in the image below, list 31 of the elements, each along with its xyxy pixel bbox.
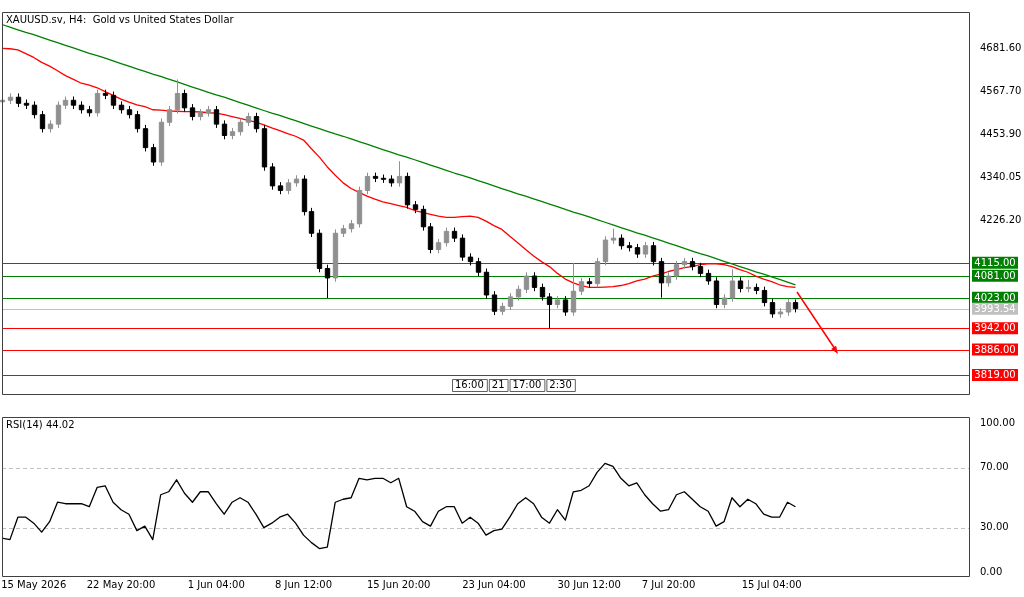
x-tick-label: 22 May 20:00 <box>86 578 156 590</box>
y-tick-label: 30.00 <box>980 521 1009 533</box>
ref-line-label: 4115.00 <box>974 256 1016 268</box>
y-tick-label: 4567.70 <box>980 84 1022 96</box>
x-tick-label: 30 Jun 12:00 <box>557 578 621 590</box>
ref-line-label: 4023.00 <box>974 291 1016 303</box>
x-tick-label: 1 Jun 04:00 <box>187 578 245 590</box>
ref-line-label: 3993.54 <box>974 302 1016 314</box>
y-tick-label: 4453.90 <box>980 127 1022 139</box>
y-tick-label: 0.00 <box>980 566 1003 578</box>
x-tick-label: 8 Jun 12:00 <box>274 578 333 590</box>
ref-line-label: 3942.00 <box>974 322 1016 334</box>
x-tick-label: 15 Jun 20:00 <box>366 578 431 590</box>
y-tick-label: 70.00 <box>980 461 1009 473</box>
y-tick-label: 100.00 <box>980 416 1015 428</box>
chart-title: RSI(14) 44.02 <box>6 418 75 430</box>
ref-line-label: 4081.00 <box>974 269 1016 281</box>
x-tick-label: 15 Jul 04:00 <box>741 578 802 590</box>
ref-line-label: 3819.00 <box>974 369 1016 381</box>
x-tick-label: 23 Jun 04:00 <box>462 578 526 590</box>
y-tick-label: 4681.60 <box>980 41 1022 53</box>
y-tick-label: 4226.20 <box>980 214 1022 226</box>
annotation: 16:00 <box>455 379 484 391</box>
annotation: 2:30 <box>549 379 572 391</box>
y-tick-label: 4340.05 <box>980 171 1022 183</box>
annotation: 21 <box>491 379 505 391</box>
chart-title: XAUUSD.sv, H4: Gold vs United States Dollar <box>6 13 235 25</box>
x-tick-label: 15 May 2026 <box>1 578 67 590</box>
x-tick-label: 7 Jul 20:00 <box>641 578 696 590</box>
ref-line-label: 3886.00 <box>974 343 1016 355</box>
annotation: 17:00 <box>512 379 542 391</box>
